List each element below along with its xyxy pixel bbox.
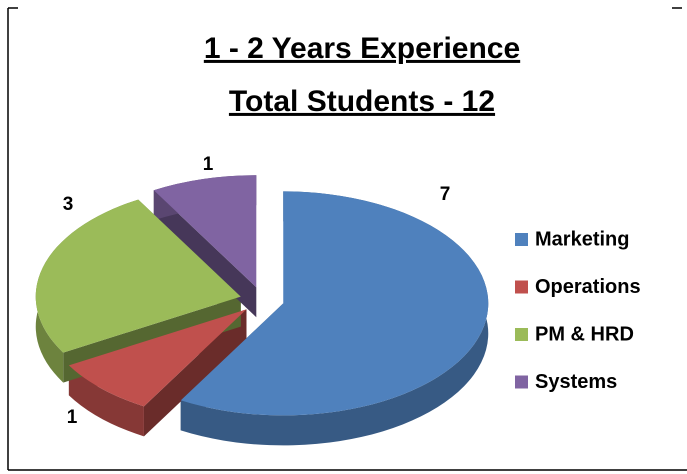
legend-swatch [515, 375, 528, 389]
legend-label: Marketing [535, 228, 629, 250]
data-label: 1 [67, 407, 78, 428]
slice [180, 191, 489, 416]
legend-swatch [515, 328, 528, 341]
legend-label: Operations [535, 276, 641, 298]
legend-label: Systems [535, 371, 617, 393]
legend-label: PM & HRD [535, 323, 634, 345]
legend-swatch [515, 233, 528, 246]
slice [153, 175, 257, 288]
slice-side [68, 365, 144, 437]
slice [35, 199, 241, 353]
legend-swatch [515, 280, 528, 294]
chart-subtitle: Total Students - 12 [229, 85, 495, 118]
slice-side [180, 191, 489, 446]
slice-face [153, 190, 257, 318]
data-label: 3 [63, 194, 74, 215]
data-label: 7 [440, 184, 451, 205]
data-label: 1 [203, 154, 214, 175]
slice [68, 309, 247, 407]
chart-title: 1 - 2 Years Experience [204, 32, 520, 65]
